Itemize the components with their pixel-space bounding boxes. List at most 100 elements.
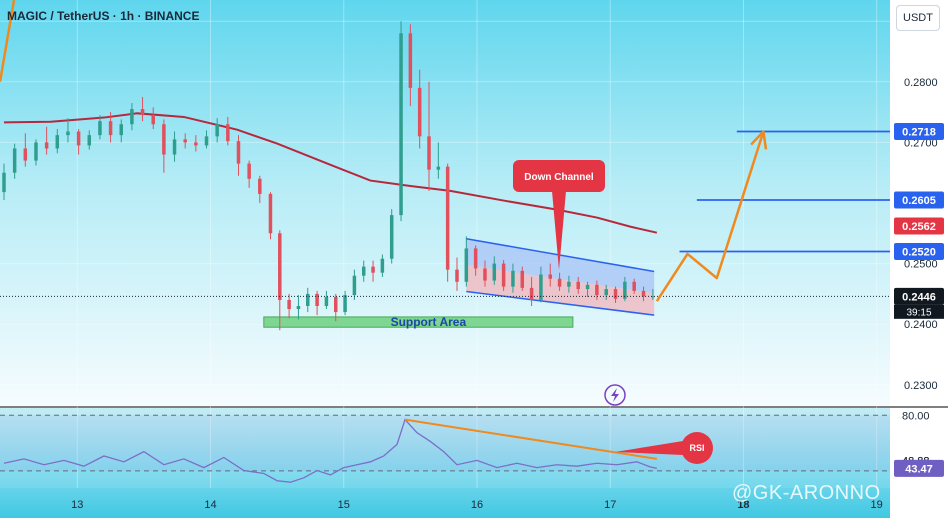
candle-body [473, 248, 478, 269]
candle-body [399, 33, 403, 216]
chart-title: MAGIC / TetherUS · 1h · BINANCE [7, 9, 200, 23]
candle-body [2, 172, 6, 193]
candle-body [623, 281, 627, 299]
y-tick-label: 0.2400 [904, 319, 938, 331]
candle-body [548, 274, 553, 279]
lightning-bolt-icon [611, 388, 619, 402]
candle-body [455, 269, 459, 282]
level-lines [0, 130, 890, 297]
candle-body [268, 193, 273, 234]
candle-body [417, 87, 422, 137]
candle-body [278, 233, 282, 300]
rsi-current-box [894, 459, 944, 477]
projection-arrowhead [750, 130, 768, 150]
x-tick-label: 18 [737, 499, 749, 511]
support-zone-rect [263, 316, 574, 328]
x-tick-label: 16 [471, 499, 483, 511]
time-axis-background [0, 488, 890, 518]
candle-body [483, 268, 487, 281]
candle-body [408, 33, 413, 88]
candles [2, 21, 655, 331]
candle-body [557, 278, 562, 287]
channel-upper-fill [466, 238, 655, 294]
down-channel-pointer [552, 191, 566, 270]
down-channel-callout [513, 160, 605, 192]
candle-body [44, 142, 49, 149]
x-tick-label: 17 [604, 499, 616, 511]
support-area-label: Support Area [391, 315, 467, 329]
annotations: Down Channel [513, 160, 605, 270]
candle-body [258, 178, 262, 194]
currency-button[interactable]: USDT [896, 5, 940, 31]
rsi-tick-label: 80.00 [902, 410, 930, 422]
candle-body [287, 299, 291, 310]
candle-body [87, 135, 92, 146]
rsi-pane-background [0, 408, 890, 488]
candle-body [389, 215, 394, 259]
lightning-icon [604, 384, 626, 406]
candle-body [380, 258, 385, 273]
candle-body [215, 124, 219, 137]
candle-body [492, 263, 497, 281]
candle-body [162, 124, 166, 155]
candle-body [76, 131, 81, 146]
candle-body [236, 141, 241, 164]
time-axis: 13 14 15 16 17 18 19 [71, 499, 883, 511]
candle-body [334, 296, 338, 313]
price-pane-background [0, 0, 890, 406]
y-tick-label: 0.2800 [904, 77, 938, 89]
candle-body [247, 163, 251, 179]
price-label-box [894, 287, 944, 305]
candle-body [445, 166, 450, 270]
candle-body [567, 281, 571, 287]
candle-body [204, 136, 209, 146]
rsi-callout-pointer [615, 441, 683, 455]
x-tick-label: 19 [871, 499, 883, 511]
candle-body [427, 136, 431, 170]
price-label: 0.2562 [902, 221, 936, 233]
rsi-indicator: RSI [0, 414, 890, 483]
y-tick-label: 0.2700 [904, 137, 938, 149]
moving-average-line [3, 112, 658, 234]
candle-body [464, 248, 469, 282]
candle-body [501, 263, 506, 287]
candle-body [34, 142, 38, 161]
y-tick-label: 0.2300 [904, 380, 938, 392]
candle-body [12, 148, 17, 173]
y-tick-label: 0.2500 [904, 259, 938, 271]
candle-body [576, 281, 580, 290]
rsi-current-label: 43.47 [905, 463, 933, 475]
candle-body [315, 293, 319, 307]
rsi-divergence-line [404, 418, 657, 460]
candle-body [98, 121, 102, 136]
misc-marks [604, 384, 626, 406]
rsi-callout-label: RSI [689, 443, 704, 453]
projection-line [655, 131, 765, 302]
candle-body [511, 270, 515, 287]
countdown-label: 39:15 [906, 307, 931, 318]
rsi-line [3, 418, 657, 483]
candle-body [172, 139, 177, 155]
price-label: 0.2718 [902, 126, 936, 138]
price-label: 0.2605 [902, 195, 936, 207]
candle-body [119, 124, 123, 136]
candle-body [529, 287, 534, 300]
candle-body [108, 121, 113, 136]
candle-body [23, 148, 28, 161]
moving-average [3, 112, 658, 234]
price-label: 0.2446 [902, 291, 936, 303]
candle-body [140, 109, 145, 116]
down-channel-label: Down Channel [524, 172, 594, 183]
candle-body [595, 284, 599, 296]
candle-body [632, 281, 636, 291]
support-zone: Support Area [263, 315, 574, 329]
x-tick-label: 13 [71, 499, 83, 511]
price-label-box [894, 122, 944, 140]
x-tick-label: 14 [204, 499, 216, 511]
candle-body [194, 142, 198, 146]
candle-body [296, 306, 301, 310]
projection-path [0, 0, 768, 302]
watermark: @GK-ARONNO [732, 482, 881, 504]
candle-body [539, 274, 543, 300]
